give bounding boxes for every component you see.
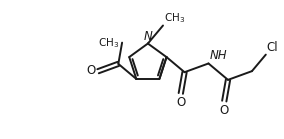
Text: CH$_3$: CH$_3$ [164, 11, 185, 24]
Text: Cl: Cl [267, 41, 278, 54]
Text: NH: NH [210, 49, 227, 63]
Text: O: O [176, 96, 185, 109]
Text: CH$_3$: CH$_3$ [98, 36, 119, 49]
Text: O: O [220, 104, 229, 117]
Text: O: O [86, 64, 95, 77]
Text: N: N [143, 30, 152, 43]
